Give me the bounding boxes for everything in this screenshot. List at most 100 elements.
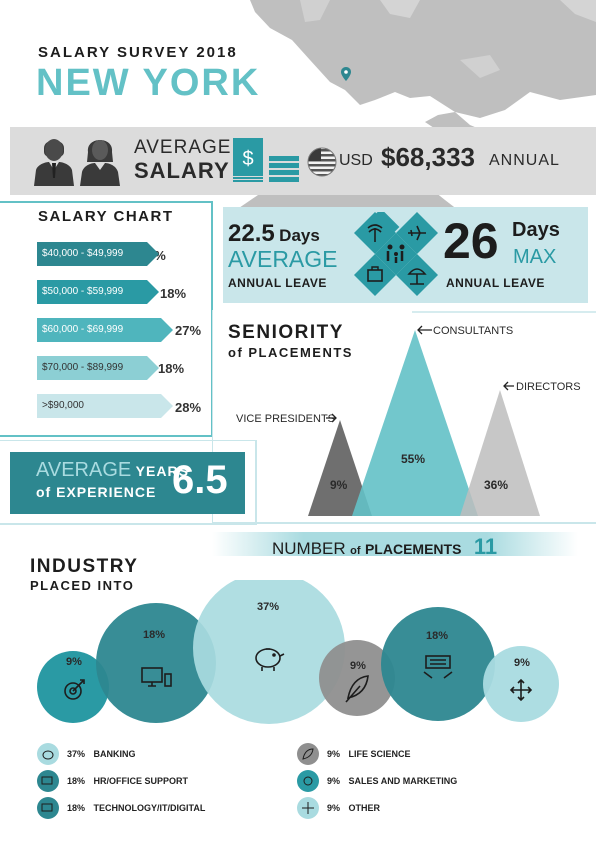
legend-item: 18% HR/OFFICE SUPPORT xyxy=(67,776,188,786)
usa-flag-icon xyxy=(307,147,337,177)
legend-percent: 9% xyxy=(327,776,341,786)
legend-item: 9% LIFE SCIENCE xyxy=(327,749,411,759)
experience-average-label: AVERAGE xyxy=(36,459,132,481)
seniority-chart xyxy=(308,325,540,516)
piggy-bank-icon xyxy=(255,648,285,671)
bubble-percent-sales-marketing: 9% xyxy=(66,656,82,668)
survey-title: SALARY SURVEY 2018 xyxy=(38,44,238,61)
piggy-bank-icon xyxy=(37,743,59,765)
bubble-percent-banking: 37% xyxy=(257,601,280,613)
average-leave-label: AVERAGE xyxy=(228,246,338,272)
salary-percent: 18% xyxy=(158,361,185,376)
seniority-percent-directors: 36% xyxy=(484,478,509,492)
salary-range-label: >$90,000 xyxy=(42,400,84,411)
directors-triangle xyxy=(460,390,540,516)
legend-label: SALES AND MARKETING xyxy=(348,776,458,786)
legend-percent: 18% xyxy=(67,803,86,813)
seniority-label-vice-presidents: VICE PRESIDENTS xyxy=(236,413,336,425)
salary-chart-title: SALARY CHART xyxy=(38,208,174,225)
max-leave-label: MAX xyxy=(513,246,557,268)
seniority-title: SENIORITY xyxy=(228,322,344,343)
experience-frame xyxy=(0,440,257,525)
currency-label: USD xyxy=(339,152,373,169)
legend-label: OTHER xyxy=(348,803,381,813)
target-icon xyxy=(297,770,319,792)
computer-devices-icon xyxy=(141,667,172,687)
legend-item: 9% SALES AND MARKETING xyxy=(327,776,457,786)
seniority-percent-vice-presidents: 9% xyxy=(330,478,348,492)
arrows-icon xyxy=(509,678,533,702)
vice-presidents-triangle xyxy=(308,420,372,516)
placements-banner xyxy=(212,532,578,556)
average-leave-days: 22.5 Days xyxy=(228,220,320,248)
target-icon xyxy=(64,679,85,700)
experience-years-label: YEARS xyxy=(135,463,189,479)
bubble-percent-hr: 18% xyxy=(426,630,449,642)
leaf-icon xyxy=(297,743,319,765)
female-person-icon xyxy=(80,140,120,186)
bubble-life-science xyxy=(319,640,395,716)
legend-percent: 9% xyxy=(327,803,341,813)
money-stack-icon: $ xyxy=(233,138,299,182)
salary-range-label: $50,000 - $59,999 xyxy=(42,286,124,297)
average-salary-label-1: AVERAGE xyxy=(134,137,232,158)
salary-bar: >$90,000 xyxy=(37,394,161,418)
average-leave-value: 22.5 xyxy=(228,220,275,247)
salary-bar: $70,000 - $89,999 xyxy=(37,356,147,380)
average-salary-label-2: SALARY xyxy=(134,158,230,183)
legend-label: HR/OFFICE SUPPORT xyxy=(93,776,189,786)
consultants-triangle xyxy=(352,330,478,516)
max-annual-leave-label: ANNUAL LEAVE xyxy=(446,276,545,290)
bubble-percent-life-science: 9% xyxy=(350,660,366,672)
placements-placements-label: PLACEMENTS xyxy=(364,541,462,557)
salary-bar-arrows xyxy=(147,242,173,418)
bubble-technology xyxy=(96,603,216,723)
legend-item: 9% OTHER xyxy=(327,803,380,813)
salary-percent: 27% xyxy=(175,323,202,338)
experience-line-1: AVERAGE YEARS xyxy=(36,459,189,482)
male-person-icon xyxy=(34,139,74,186)
leave-icon-diamonds xyxy=(354,212,438,296)
bubble-percent-other: 9% xyxy=(514,657,530,669)
experience-of-label: of EXPERIENCE xyxy=(36,484,157,500)
salary-bar: $60,000 - $69,999 xyxy=(37,318,161,342)
average-annual-leave-label: ANNUAL LEAVE xyxy=(228,276,327,290)
suitcase-icon xyxy=(354,254,396,296)
placements-value: 11 xyxy=(473,534,498,559)
legend-label: LIFE SCIENCE xyxy=(348,749,411,759)
placements-text: NUMBER of PLACEMENTS 11 xyxy=(272,534,497,560)
max-leave-value: 26 xyxy=(443,213,499,269)
industry-title: INDUSTRY xyxy=(30,556,139,577)
experience-value: 6.5 xyxy=(172,458,228,502)
salary-range-label: $40,000 - $49,999 xyxy=(42,248,124,259)
leaf-icon xyxy=(345,675,369,703)
computer-devices-icon xyxy=(37,770,59,792)
seniority-label-consultants: CONSULTANTS xyxy=(433,325,514,337)
salary-percent: 28% xyxy=(175,400,202,415)
salary-range-label: $70,000 - $89,999 xyxy=(42,362,124,373)
placements-number-label: NUMBER xyxy=(272,539,346,558)
bubble-percent-technology: 18% xyxy=(143,629,166,641)
legend-percent: 9% xyxy=(327,749,341,759)
placements-of-label: of xyxy=(350,545,361,557)
seniority-label-directors: DIRECTORS xyxy=(516,381,581,393)
salary-bar: $50,000 - $59,999 xyxy=(37,280,147,304)
svg-text:$: $ xyxy=(242,148,253,170)
legend-percent: 18% xyxy=(67,776,86,786)
salary-percent: 18% xyxy=(160,286,187,301)
legend-percent: 37% xyxy=(67,749,86,759)
seniority-frame xyxy=(212,310,596,524)
salary-range-label: $60,000 - $69,999 xyxy=(42,324,124,335)
computer-devices-icon xyxy=(37,797,59,819)
city-title: NEW YORK xyxy=(36,62,261,104)
legend-item: 37% BANKING xyxy=(67,749,136,759)
seniority-subtitle: of PLACEMENTS xyxy=(228,345,353,360)
legend-label: BANKING xyxy=(93,749,136,759)
handshake-keyboard-icon xyxy=(423,655,453,679)
max-leave-unit: Days xyxy=(512,219,560,241)
seniority-percent-consultants: 55% xyxy=(401,452,426,466)
salary-period: ANNUAL xyxy=(489,152,560,169)
salary-amount: $68,333 xyxy=(381,142,475,172)
industry-subtitle: PLACED INTO xyxy=(30,578,135,593)
industry-legend-icons xyxy=(37,743,319,819)
